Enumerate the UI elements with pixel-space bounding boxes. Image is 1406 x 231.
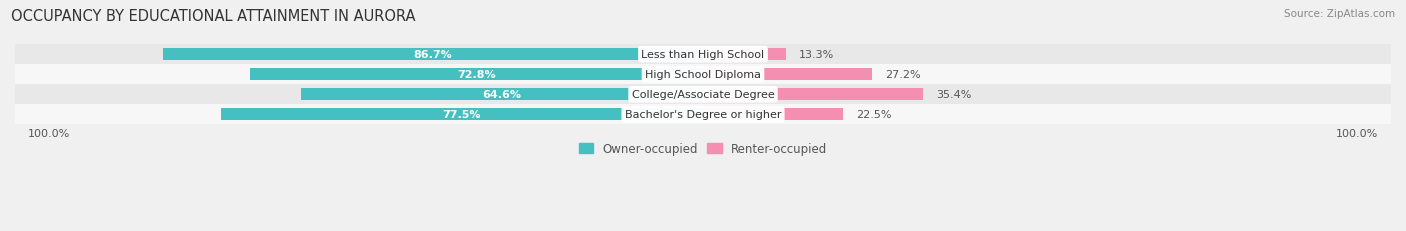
Legend: Owner-occupied, Renter-occupied: Owner-occupied, Renter-occupied: [574, 138, 832, 161]
Bar: [163, 49, 703, 61]
Text: Source: ZipAtlas.com: Source: ZipAtlas.com: [1284, 9, 1395, 19]
Bar: [301, 89, 703, 101]
Text: Bachelor's Degree or higher: Bachelor's Degree or higher: [624, 110, 782, 120]
Bar: [15, 45, 1391, 65]
Text: 72.8%: 72.8%: [457, 70, 496, 80]
Text: 100.0%: 100.0%: [28, 128, 70, 138]
Bar: [703, 109, 844, 121]
Text: 86.7%: 86.7%: [413, 50, 453, 60]
Bar: [15, 105, 1391, 125]
Bar: [15, 65, 1391, 85]
Text: 22.5%: 22.5%: [856, 110, 891, 120]
Bar: [703, 69, 872, 81]
Bar: [703, 89, 924, 101]
Text: 64.6%: 64.6%: [482, 90, 522, 100]
Text: 35.4%: 35.4%: [936, 90, 972, 100]
Bar: [250, 69, 703, 81]
Text: Less than High School: Less than High School: [641, 50, 765, 60]
Text: 77.5%: 77.5%: [443, 110, 481, 120]
Bar: [15, 85, 1391, 105]
Bar: [221, 109, 703, 121]
Text: 100.0%: 100.0%: [1336, 128, 1378, 138]
Text: College/Associate Degree: College/Associate Degree: [631, 90, 775, 100]
Bar: [703, 49, 786, 61]
Text: 13.3%: 13.3%: [799, 50, 834, 60]
Text: OCCUPANCY BY EDUCATIONAL ATTAINMENT IN AURORA: OCCUPANCY BY EDUCATIONAL ATTAINMENT IN A…: [11, 9, 416, 24]
Text: High School Diploma: High School Diploma: [645, 70, 761, 80]
Text: 27.2%: 27.2%: [886, 70, 921, 80]
